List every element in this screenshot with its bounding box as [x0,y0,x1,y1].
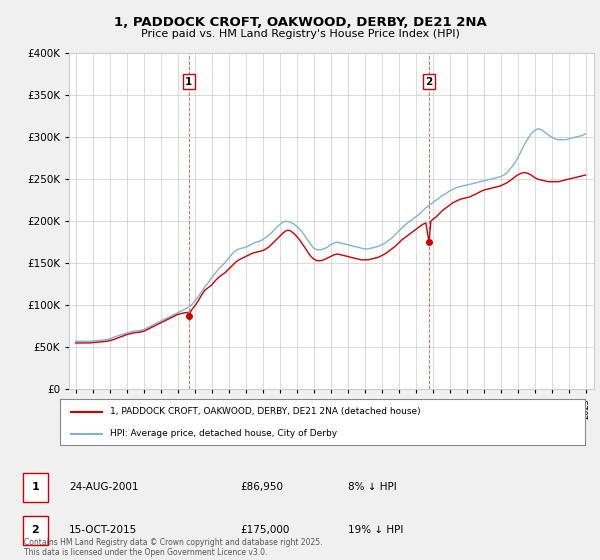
Text: 1, PADDOCK CROFT, OAKWOOD, DERBY, DE21 2NA: 1, PADDOCK CROFT, OAKWOOD, DERBY, DE21 2… [113,16,487,29]
Text: 1: 1 [32,482,39,492]
Text: 2: 2 [32,525,39,535]
Text: Contains HM Land Registry data © Crown copyright and database right 2025.
This d: Contains HM Land Registry data © Crown c… [24,538,323,557]
Text: 24-AUG-2001: 24-AUG-2001 [69,482,139,492]
Text: 15-OCT-2015: 15-OCT-2015 [69,525,137,535]
Text: £86,950: £86,950 [240,482,283,492]
Text: 8% ↓ HPI: 8% ↓ HPI [348,482,397,492]
Text: 2: 2 [425,77,433,87]
Text: £175,000: £175,000 [240,525,289,535]
Text: 19% ↓ HPI: 19% ↓ HPI [348,525,403,535]
Text: HPI: Average price, detached house, City of Derby: HPI: Average price, detached house, City… [110,429,337,438]
Text: 1: 1 [185,77,193,87]
Text: 1, PADDOCK CROFT, OAKWOOD, DERBY, DE21 2NA (detached house): 1, PADDOCK CROFT, OAKWOOD, DERBY, DE21 2… [110,407,421,416]
Text: Price paid vs. HM Land Registry's House Price Index (HPI): Price paid vs. HM Land Registry's House … [140,29,460,39]
